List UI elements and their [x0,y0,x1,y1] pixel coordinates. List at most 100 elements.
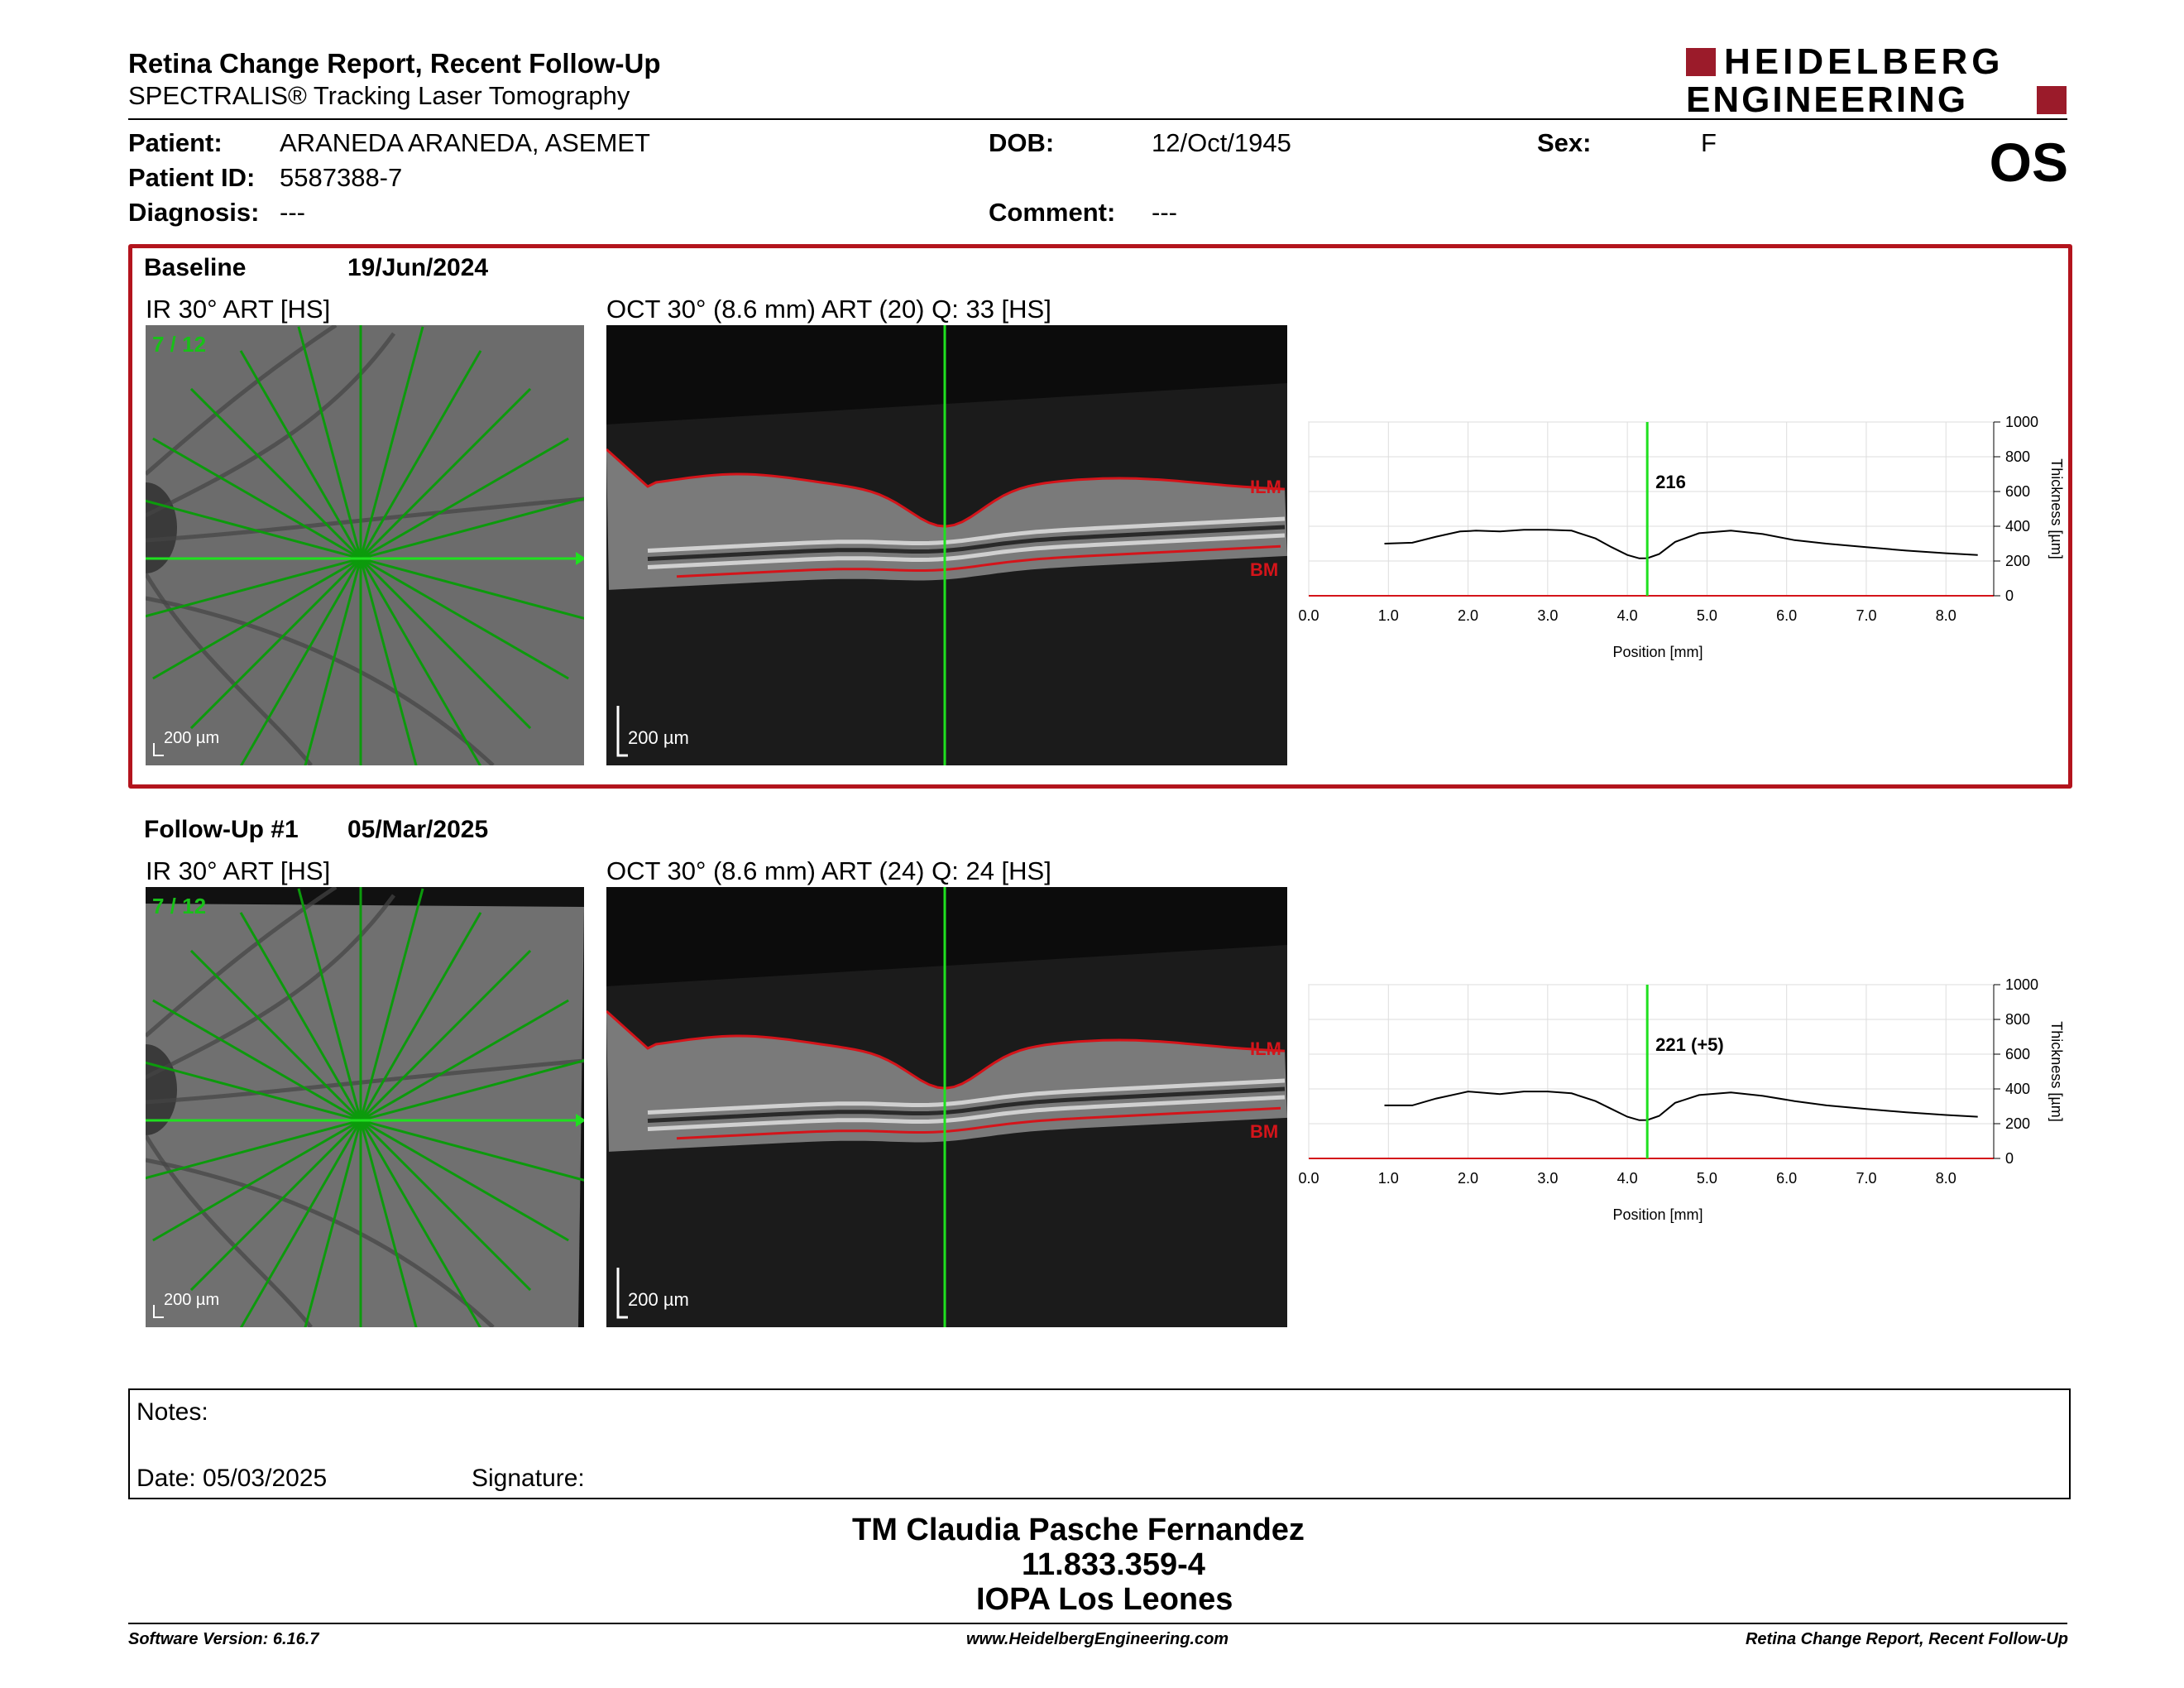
signer-id: 11.833.359-4 [1022,1547,1205,1582]
baseline-oct-image[interactable]: ILM BM 200 µm [606,325,1287,765]
dob-label: DOB: [989,128,1055,157]
baseline-oct-band-2 [647,533,1286,569]
baseline-ilm-label: ILM [1250,477,1281,497]
followup-chart-ytick-4: 800 [2005,1011,2030,1028]
followup-oct-svg [606,887,1287,1327]
logo-line1: HEIDELBERG [1724,41,2004,82]
baseline-chart-xtick-0: 0.0 [1298,607,1319,624]
baseline-chart-ytick-1: 200 [2005,553,2030,569]
baseline-chart-ytick-0: 0 [2005,587,2014,604]
notes-signature-label: Signature: [472,1465,585,1492]
baseline-ir-vessel-3 [146,572,313,765]
baseline-chart-thickness-line [1384,529,1978,559]
notes-label: Notes: [136,1398,208,1426]
followup-chart-thickness-line [1384,1091,1978,1121]
report-title: Retina Change Report, Recent Follow-Up [128,48,661,79]
baseline-chart-xlabel: Position [mm] [1612,644,1703,660]
followup-chart-xtick-1: 1.0 [1378,1170,1399,1187]
baseline-chart-xtick-7: 7.0 [1856,607,1876,624]
diagnosis-value: --- [280,198,305,227]
baseline-chart-ytick-4: 800 [2005,448,2030,465]
followup-ir-scale-bar [153,1305,164,1318]
comment-value: --- [1152,198,1177,227]
sex-label: Sex: [1537,128,1592,157]
baseline-ir-image[interactable]: 7 / 12 200 µm [146,325,584,765]
followup-oct-band-2 [647,1095,1286,1131]
logo-line2: ENGINEERING [1686,79,1969,120]
followup-chart-plot-area [1308,984,1995,1159]
report-subtitle: SPECTRALIS® Tracking Laser Tomography [128,81,630,110]
notes-box[interactable] [128,1388,2071,1499]
logo-square-left [1686,48,1716,76]
followup-chart-xtick-2: 2.0 [1458,1170,1478,1187]
baseline-ir-scan-arrow [576,552,584,565]
patient-name: ARANEDA ARANEDA, ASEMET [280,128,650,157]
followup-label: Follow-Up #1 [144,816,299,843]
baseline-chart-plot-area [1308,421,1995,597]
diagnosis-label: Diagnosis: [128,198,260,227]
patient-label: Patient: [128,128,223,157]
baseline-chart-ytick-5: 1000 [2005,414,2038,430]
patient-id-label: Patient ID: [128,163,256,192]
baseline-ir-svg [146,325,584,765]
baseline-ir-vessel-2 [146,596,495,765]
baseline-ir-vessel-0 [146,332,396,518]
followup-ilm-label: ILM [1250,1038,1281,1059]
followup-oct-title: OCT 30° (8.6 mm) ART (24) Q: 24 [HS] [606,856,1051,885]
followup-ir-vessel-4 [146,887,338,1038]
footer-report: Retina Change Report, Recent Follow-Up [1745,1630,2068,1648]
baseline-oct-bm-line [676,544,1281,578]
followup-chart-ytick-0: 0 [2005,1150,2014,1167]
baseline-ir-title: IR 30° ART [HS] [146,295,331,324]
baseline-oct-svg [606,325,1287,765]
baseline-oct-title: OCT 30° (8.6 mm) ART (20) Q: 33 [HS] [606,295,1051,324]
followup-chart-ytick-3: 600 [2005,1046,2030,1062]
baseline-chart-xtick-5: 5.0 [1697,607,1717,624]
signer-name: TM Claudia Pasche Fernandez [852,1513,1305,1547]
baseline-panel [128,244,2072,789]
baseline-chart-xtick-8: 8.0 [1936,607,1956,624]
followup-chart-xtick-7: 7.0 [1856,1170,1876,1187]
followup-thickness-chart: 0.0 1.0 2.0 3.0 4.0 5.0 6.0 7.0 8.0 0 200 400 600 800… [1291,976,2085,1233]
followup-chart-svg: 0.0 1.0 2.0 3.0 4.0 5.0 6.0 7.0 8.0 0 200 400 600 800… [1298,976,2065,1223]
followup-chart-xlabel: Position [mm] [1612,1206,1703,1223]
sex-value: F [1701,128,1717,157]
eye-label: OS [1989,132,2068,193]
followup-chart-xtick-0: 0.0 [1298,1170,1319,1187]
signer-org: IOPA Los Leones [976,1582,1233,1617]
heidelberg-logo: HEIDELBERG ENGINEERING [1686,41,2068,120]
baseline-oct-band-1 [647,525,1286,561]
comment-label: Comment: [989,198,1116,227]
baseline-date: 19/Jun/2024 [347,254,489,281]
footer-software: Software Version: 6.16.7 [128,1630,319,1648]
followup-chart-xtick-5: 5.0 [1697,1170,1717,1187]
followup-ir-title: IR 30° ART [HS] [146,856,331,885]
followup-ir-vessel-2 [146,1158,495,1327]
followup-oct-image[interactable]: ILM BM 200 µm [606,887,1287,1327]
followup-chart-ytick-5: 1000 [2005,976,2038,993]
header-rule [128,118,2067,120]
baseline-chart-xtick-4: 4.0 [1617,607,1638,624]
followup-oct-band-1 [647,1086,1286,1123]
baseline-ir-vessel-4 [146,325,338,476]
followup-chart-marker-label: 221 (+5) [1655,1034,1724,1055]
baseline-chart-xtick-6: 6.0 [1776,607,1797,624]
followup-ir-scale: 200 µm [164,1291,220,1309]
baseline-ir-scale: 200 µm [164,729,220,747]
baseline-chart-svg: 0.0 1.0 2.0 3.0 4.0 5.0 6.0 7.0 8.0 0 200 400 600 800… [1298,414,2065,660]
baseline-oct-scale: 200 µm [628,727,689,748]
baseline-oct-band-0 [647,516,1286,553]
followup-ir-image[interactable]: 7 / 12 200 µm [146,887,584,1327]
followup-chart-xtick-4: 4.0 [1617,1170,1638,1187]
logo-square-right [2037,86,2067,114]
footer-rule [128,1623,2067,1624]
baseline-chart-xtick-1: 1.0 [1378,607,1399,624]
baseline-bm-label: BM [1250,559,1279,580]
footer-website[interactable]: www.HeidelbergEngineering.com [966,1630,1229,1648]
followup-chart-xtick-3: 3.0 [1537,1170,1558,1187]
followup-chart-ytick-1: 200 [2005,1115,2030,1132]
followup-oct-band-0 [647,1078,1286,1115]
baseline-chart-ytick-3: 600 [2005,483,2030,500]
baseline-ir-scale-bar [153,743,164,756]
baseline-chart-ylabel: Thickness [µm] [2048,458,2065,559]
